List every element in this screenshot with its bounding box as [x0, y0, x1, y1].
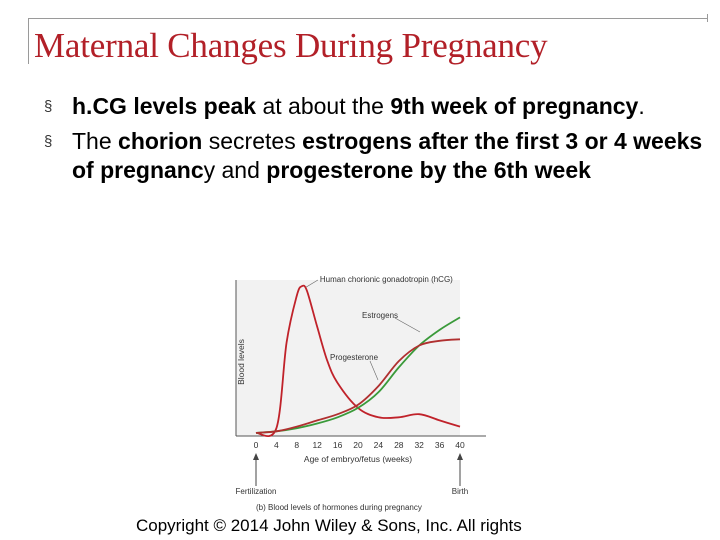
bullet-item: § h.CG levels peak at about the 9th week … — [44, 92, 704, 121]
bullet-text: The — [72, 128, 119, 154]
bullet-text-bold: chorion — [118, 128, 203, 154]
hcg-label: Human chorionic gonadotropin (hCG) — [320, 275, 453, 284]
bullet-list: § h.CG levels peak at about the 9th week … — [44, 92, 704, 191]
frame-top-line — [28, 18, 708, 19]
progesterone-label: Progesterone — [330, 353, 379, 362]
y-axis-label: Blood levels — [236, 339, 246, 385]
hcg-line — [255, 284, 461, 438]
marker-arrowhead-icon — [457, 453, 463, 460]
bullet-item: § The chorion secretes estrogens after th… — [44, 127, 704, 185]
bullet-text-bold: progesterone by the 6th week — [266, 157, 591, 183]
progesterone-line — [255, 338, 461, 434]
x-tick-label: 16 — [333, 440, 343, 450]
x-tick-label: 24 — [374, 440, 384, 450]
progesterone-leader-line — [369, 360, 379, 381]
fertilization-label: Fertilization — [236, 487, 277, 496]
x-tick-label: 36 — [435, 440, 445, 450]
hormone-levels-chart: 0 4 8 12 16 20 24 28 32 36 40 Age of embryo/fetus (… — [235, 275, 486, 512]
x-tick-label: 20 — [353, 440, 363, 450]
marker-arrowhead-icon — [253, 453, 259, 460]
bullet-marker-icon: § — [44, 98, 53, 115]
bullet-text-bold: h.CG levels peak — [72, 93, 257, 119]
bullet-text: at about the — [256, 93, 391, 119]
bullet-text: . — [638, 93, 645, 119]
bullet-text: secretes — [202, 128, 303, 154]
x-axis-label: Age of embryo/fetus (weeks) — [304, 454, 412, 464]
bullet-text: y and — [203, 157, 267, 183]
bullet-marker-icon: § — [44, 133, 53, 150]
x-tick-label: 40 — [455, 440, 465, 450]
birth-label: Birth — [452, 487, 468, 496]
hcg-leader-line — [305, 279, 319, 288]
frame-right-tick — [707, 14, 708, 22]
x-tick-label: 32 — [414, 440, 424, 450]
x-tick-label: 12 — [312, 440, 322, 450]
estrogens-leader-line — [394, 317, 421, 333]
estrogens-label: Estrogens — [362, 311, 398, 320]
estrogens-line — [255, 316, 461, 434]
frame-left-line — [28, 18, 29, 64]
bullet-text-bold: 9th week of pregnancy — [390, 93, 639, 119]
slide-title: Maternal Changes During Pregnancy — [34, 26, 548, 65]
bullet-text-bold: estrogens after the first 3 or 4 weeks o… — [72, 128, 703, 183]
x-tick-label: 8 — [294, 440, 299, 450]
x-tick-label: 28 — [394, 440, 404, 450]
x-tick-label: 0 — [254, 440, 259, 450]
chart-caption: (b) Blood levels of hormones during preg… — [256, 503, 422, 512]
copyright-text: Copyright © 2014 John Wiley & Sons, Inc.… — [136, 516, 522, 535]
x-tick-label: 4 — [274, 440, 279, 450]
